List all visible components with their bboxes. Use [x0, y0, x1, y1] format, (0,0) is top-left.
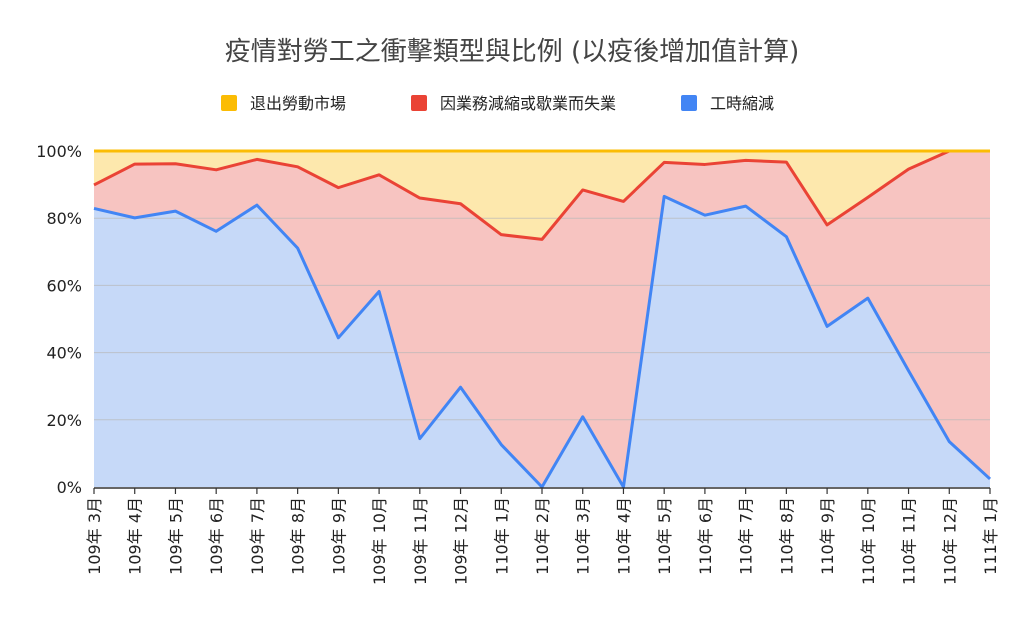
legend-swatch-exit-labor-market [221, 95, 237, 111]
legend-label-exit-labor-market: 退出勞動市場 [250, 94, 346, 113]
legend-swatch-hours-reduction [681, 95, 697, 111]
line-unemployment [93, 149, 990, 241]
x-tick-label: 109年 4月 [126, 497, 145, 575]
x-tick-label: 110年 7月 [737, 497, 756, 575]
x-tick-label: 109年 5月 [166, 497, 185, 575]
x-tick-label: 110年 12月 [940, 497, 959, 585]
legend-label-unemployment: 因業務減縮或歇業而失業 [440, 94, 616, 113]
x-tick-label: 111年 1月 [981, 497, 1000, 575]
y-tick-label: 0% [57, 478, 82, 497]
area-exit-labor-market [94, 151, 990, 240]
x-tick-label: 109年 3月 [85, 497, 104, 575]
gridlines [94, 217, 990, 421]
x-tick-label: 110年 9月 [818, 497, 837, 575]
y-tick-label: 20% [46, 411, 82, 430]
legend-swatch-unemployment [411, 95, 427, 111]
series-lines [93, 149, 992, 489]
x-tick-label: 109年 8月 [289, 497, 308, 575]
y-tick-label: 40% [46, 344, 82, 363]
legend-item-hours-reduction: 工時縮減 [681, 94, 774, 113]
plot-areas [94, 151, 990, 488]
x-tick-label: 109年 10月 [370, 497, 389, 585]
x-tick-label: 110年 11月 [900, 497, 919, 585]
x-tick-label: 109年 12月 [452, 497, 471, 585]
x-tick-label: 110年 5月 [655, 497, 674, 575]
line-hours-reduction [93, 194, 992, 489]
x-tick-label: 110年 3月 [574, 497, 593, 575]
x-tick-label: 109年 6月 [207, 497, 226, 575]
x-tick-label: 109年 7月 [248, 497, 267, 575]
x-tick-label: 110年 6月 [696, 497, 715, 575]
area-hours-reduction [94, 196, 990, 488]
legend-item-unemployment: 因業務減縮或歇業而失業 [411, 94, 616, 113]
y-tick-label: 80% [46, 209, 82, 228]
legend-item-exit-labor-market: 退出勞動市場 [221, 94, 346, 113]
legend: 退出勞動市場 因業務減縮或歇業而失業 工時縮減 [221, 94, 774, 113]
chart-title: 疫情對勞工之衝擊類型與比例 (以疫後增加值計算) [225, 37, 800, 67]
x-tick-label: 110年 4月 [614, 497, 633, 575]
x-tick-label: 109年 11月 [411, 497, 430, 585]
area-unemployment [94, 151, 990, 487]
x-tick-label: 110年 1月 [492, 497, 511, 575]
x-tick-label: 110年 10月 [859, 497, 878, 585]
x-tick-label: 110年 8月 [777, 497, 796, 575]
y-tick-label: 60% [46, 276, 82, 295]
legend-label-hours-reduction: 工時縮減 [710, 94, 774, 113]
x-axis: 109年 3月 109年 4月 109年 5月 109年 6月 109年 7月 109年 … [85, 487, 1000, 585]
y-axis: 0% 20% 40% 60% 80% 100% [36, 142, 82, 497]
y-tick-label: 100% [36, 142, 82, 161]
x-tick-label: 110年 2月 [533, 497, 552, 575]
x-tick-label: 109年 9月 [329, 497, 348, 575]
